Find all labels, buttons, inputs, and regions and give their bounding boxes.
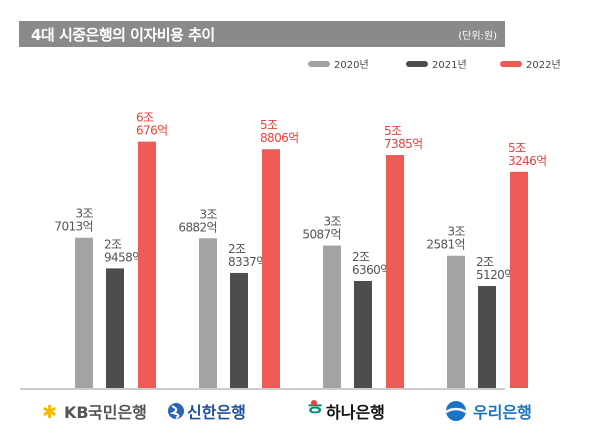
bar — [386, 155, 404, 388]
bar — [447, 255, 465, 388]
bar — [138, 141, 156, 388]
data-label: 8337억 — [228, 255, 267, 269]
legend-swatch — [500, 61, 522, 67]
legend-swatch — [406, 61, 428, 67]
bank-name-hana: 하나은행 — [326, 403, 385, 422]
bar — [262, 149, 280, 388]
data-label: 2조 — [228, 242, 246, 256]
data-label: 6360억 — [352, 263, 391, 277]
data-label: 676억 — [136, 124, 168, 138]
data-label: 6조 — [136, 111, 154, 125]
chart-title: 4대 시중은행의 이자비용 추이 — [31, 26, 215, 44]
bar — [354, 280, 372, 388]
bar — [230, 272, 248, 388]
legend-swatch — [308, 61, 330, 67]
data-label: 6882억 — [178, 220, 217, 234]
data-label: 8806억 — [260, 131, 299, 145]
data-label: 2581억 — [426, 238, 465, 252]
bar — [323, 245, 341, 388]
data-label: 3조 — [448, 225, 466, 239]
data-label: 5087억 — [302, 228, 341, 242]
data-label: 7013억 — [54, 220, 93, 234]
unit-label: (단위:원) — [458, 31, 497, 42]
legend-label: 2021년 — [432, 59, 467, 71]
bank-name-kb: 국민은행 — [88, 403, 147, 422]
bar — [75, 237, 93, 388]
data-label: 5조 — [384, 124, 402, 138]
bar — [199, 238, 217, 388]
bank-name-shinhan: 신한은행 — [187, 403, 246, 422]
woori-logo-icon — [446, 401, 466, 421]
legend-label: 2022년 — [526, 59, 561, 71]
data-label: 3조 — [200, 207, 218, 221]
legend-label: 2020년 — [334, 59, 369, 71]
bar — [106, 268, 124, 388]
bar — [478, 286, 496, 388]
data-label: 3조 — [76, 207, 94, 221]
bank-name-woori: 우리은행 — [473, 403, 532, 422]
data-label: 9458억 — [104, 250, 143, 264]
data-label: 7385억 — [384, 137, 423, 151]
data-label: 3조 — [324, 215, 342, 229]
hana-logo-dot — [311, 400, 317, 406]
shinhan-logo-swirl — [169, 405, 180, 419]
data-label: 3246억 — [508, 154, 547, 168]
data-label: 5120억 — [476, 268, 515, 282]
hana-logo-icon: ᅙ — [306, 401, 324, 425]
woori-logo-band — [445, 407, 467, 414]
data-label: 2조 — [476, 255, 494, 269]
data-label: 2조 — [104, 237, 122, 251]
bank-name-kb-mark: KB — [64, 403, 89, 422]
data-label: 5조 — [508, 141, 526, 155]
data-label: 2조 — [352, 250, 370, 264]
title-bar: 4대 시중은행의 이자비용 추이 (단위:원) — [19, 21, 505, 47]
bar — [510, 171, 528, 388]
kb-star-icon: ✱ — [42, 402, 57, 423]
data-label: 5조 — [260, 118, 278, 132]
